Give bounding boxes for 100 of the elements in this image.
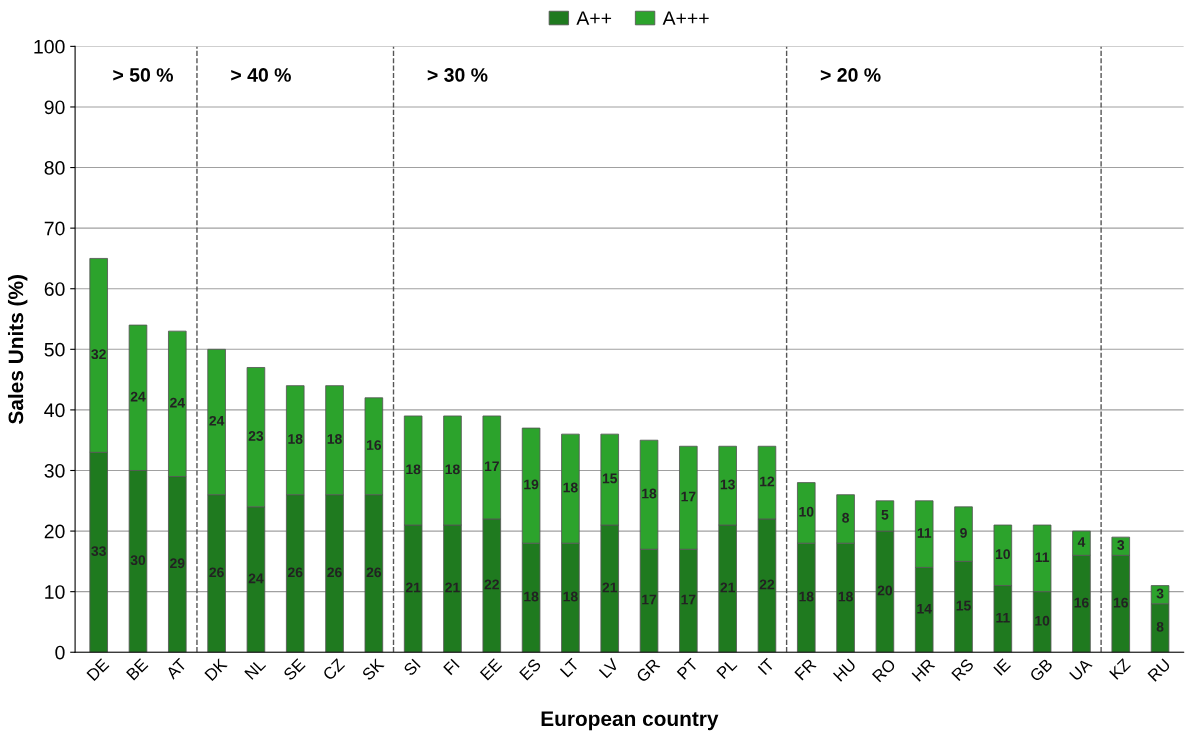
data-label: 18	[563, 482, 578, 493]
legend-label: A++	[576, 11, 612, 25]
x-tick-label: EE	[479, 658, 503, 681]
data-label: 33	[91, 546, 106, 557]
data-label: 22	[484, 579, 499, 590]
data-label: 17	[642, 594, 657, 605]
data-label: 15	[602, 473, 618, 484]
data-label: 22	[759, 579, 775, 590]
x-tick-label: NL	[244, 657, 267, 680]
x-tick-label: HU	[832, 658, 857, 682]
annotation: > 50 %	[113, 68, 174, 82]
y-tick-label: 90	[44, 100, 65, 115]
data-label: 11	[917, 528, 932, 538]
data-label: 18	[406, 464, 421, 475]
data-label: 10	[1035, 615, 1050, 626]
data-label: 18	[838, 591, 853, 602]
x-tick-label: KZ	[1109, 657, 1131, 680]
data-label: 24	[209, 415, 225, 426]
data-label: 18	[327, 434, 342, 444]
annotation: > 20 %	[820, 68, 881, 82]
data-label: 15	[956, 600, 971, 611]
data-label: 17	[681, 594, 696, 605]
data-label: 21	[445, 582, 460, 593]
data-label: 26	[287, 567, 303, 578]
annotation: > 30 %	[427, 68, 488, 82]
y-tick-label: 100	[34, 39, 65, 54]
data-label: 11	[1035, 552, 1050, 562]
x-tick-label: RU	[1147, 658, 1171, 682]
x-tick-label: LV	[598, 657, 620, 679]
data-label: 18	[642, 488, 657, 499]
data-label: 16	[1113, 597, 1128, 608]
data-label: 26	[327, 567, 342, 578]
annotation: > 40 %	[231, 68, 291, 82]
x-tick-label: GR	[635, 657, 661, 683]
data-label: 20	[877, 585, 893, 596]
x-tick-label: RS	[951, 657, 975, 682]
data-label: 21	[602, 582, 618, 593]
y-tick-label: 50	[44, 342, 65, 357]
y-tick-label: 80	[44, 161, 65, 175]
y-tick-label: 30	[44, 463, 65, 478]
data-label: 23	[248, 431, 264, 441]
data-label: 8	[1156, 621, 1164, 632]
data-label: 30	[130, 555, 146, 566]
data-label: 10	[995, 549, 1010, 560]
data-label: 18	[799, 591, 814, 602]
data-label: 5	[881, 509, 889, 520]
y-tick-label: 60	[44, 282, 65, 296]
data-label: 21	[405, 582, 421, 593]
data-label: 26	[366, 567, 382, 578]
data-label: 18	[524, 591, 539, 602]
y-tick-label: 40	[44, 403, 65, 418]
x-tick-label: FI	[443, 658, 460, 676]
data-label: 29	[170, 558, 185, 569]
data-label: 10	[799, 506, 814, 517]
x-tick-label: DE	[86, 658, 110, 682]
x-tick-label: SI	[402, 658, 421, 677]
x-tick-label: SK	[361, 657, 385, 681]
x-tick-label: IE	[993, 658, 1011, 676]
x-tick-label: PT	[676, 657, 699, 680]
x-tick-label: HR	[911, 658, 936, 682]
data-label: 24	[130, 391, 146, 402]
data-label: 19	[524, 479, 539, 490]
x-tick-label: CZ	[322, 657, 346, 681]
data-label: 26	[209, 567, 224, 578]
data-label: 12	[760, 476, 775, 487]
x-tick-label: LT	[559, 657, 580, 678]
x-axis-title: European country	[541, 711, 719, 731]
x-tick-label: BE	[126, 658, 149, 681]
data-label: 18	[445, 464, 460, 475]
data-label: 32	[91, 349, 106, 360]
data-label: 13	[720, 479, 735, 490]
x-tick-label: RO	[871, 657, 897, 683]
data-label: 24	[170, 397, 185, 408]
data-label: 21	[720, 582, 735, 593]
y-tick-label: 20	[44, 524, 65, 539]
x-tick-label: FR	[794, 658, 817, 681]
data-label: 16	[367, 440, 382, 450]
data-label: 3	[1117, 540, 1125, 550]
data-label: 17	[681, 491, 696, 502]
y-tick-label: 10	[45, 585, 65, 599]
y-tick-label: 70	[44, 221, 65, 236]
x-tick-label: DK	[204, 657, 228, 682]
x-tick-label: AT	[165, 657, 188, 680]
y-axis-title: Sales Units (%)	[7, 275, 28, 424]
x-tick-label: ES	[519, 657, 542, 681]
data-label: 16	[1074, 597, 1089, 608]
legend-label: A+++	[662, 11, 709, 25]
data-label: 18	[288, 434, 303, 444]
x-tick-label: GB	[1029, 658, 1054, 683]
data-label: 17	[484, 461, 499, 472]
data-label: 9	[960, 528, 967, 538]
data-label: 4	[1077, 537, 1086, 547]
data-label: 3	[1156, 588, 1164, 599]
data-label: 8	[842, 512, 850, 523]
x-tick-label: UA	[1069, 657, 1093, 682]
y-tick-label: 0	[55, 645, 65, 660]
data-label: 11	[996, 612, 1010, 623]
data-label: 24	[248, 573, 264, 584]
x-tick-label: PL	[716, 657, 738, 680]
x-tick-label: SE	[282, 657, 306, 681]
